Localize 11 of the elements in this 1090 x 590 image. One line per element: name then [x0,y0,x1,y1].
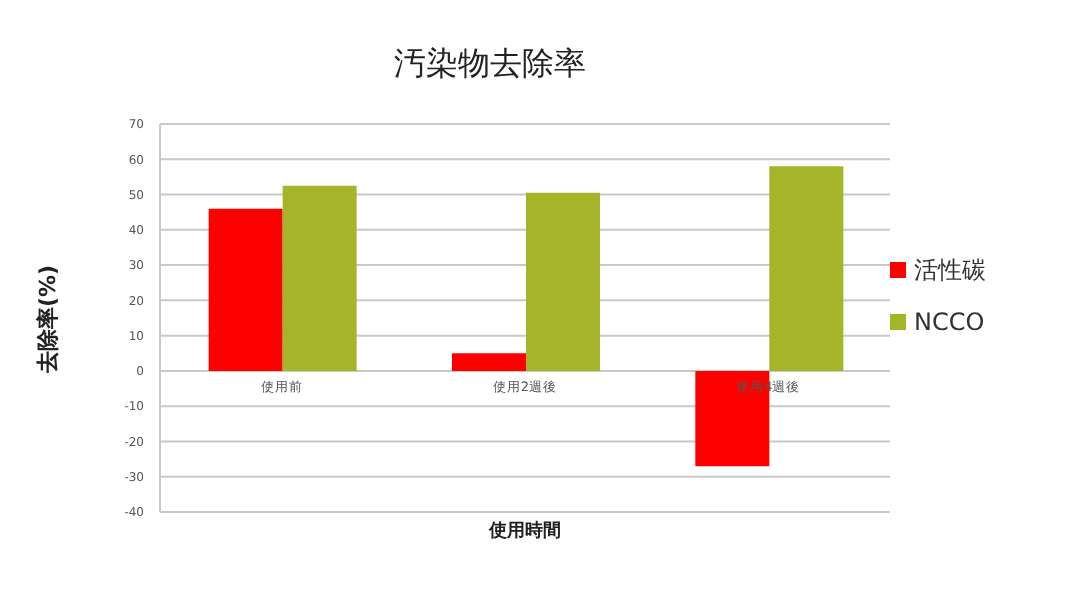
y-axis-title: 去除率(%) [33,263,63,373]
legend-label: 活性碳 [914,255,986,283]
bar [695,370,770,467]
legend-label: NCCO [914,307,985,335]
bar [769,166,844,371]
bar [452,353,526,371]
x-axis-title: 使用時間 [486,518,563,544]
bar [208,208,283,371]
bar [282,185,357,371]
chart-title: 汚染物去除率 [392,44,588,86]
bar [526,192,600,371]
